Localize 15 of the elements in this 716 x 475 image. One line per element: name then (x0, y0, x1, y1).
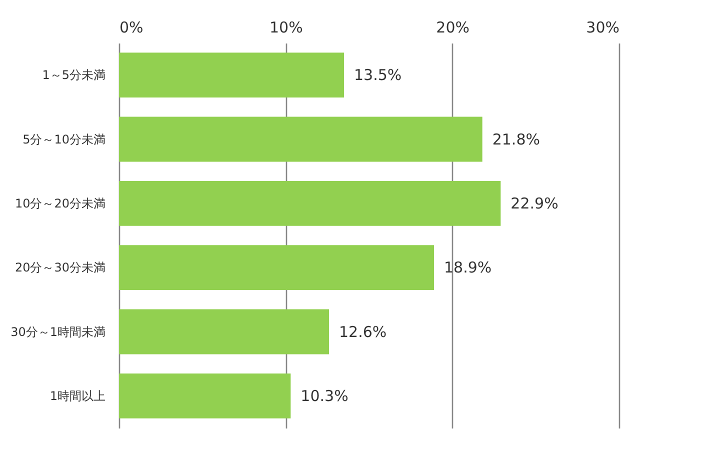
y-tick-label: 1～5分未満 (42, 68, 106, 82)
x-tick-label: 30% (586, 18, 620, 36)
data-label: 10.3% (300, 386, 348, 405)
y-tick-label: 20分～30分未満 (14, 260, 106, 275)
data-label: 12.6% (339, 322, 387, 341)
x-tick-label: 10% (269, 18, 303, 36)
y-tick-label: 5分～10分未満 (22, 132, 106, 146)
data-label: 21.8% (492, 130, 540, 148)
x-tick-label: 0% (120, 18, 144, 36)
y-tick-label: 30分～1時間未満 (10, 324, 106, 339)
y-tick-label: 1時間以上 (50, 388, 106, 403)
y-tick-label: 10分～20分未満 (14, 196, 106, 210)
data-label: 22.9% (510, 194, 558, 212)
data-label: 13.5% (354, 66, 402, 84)
x-tick-label: 20% (436, 18, 470, 36)
